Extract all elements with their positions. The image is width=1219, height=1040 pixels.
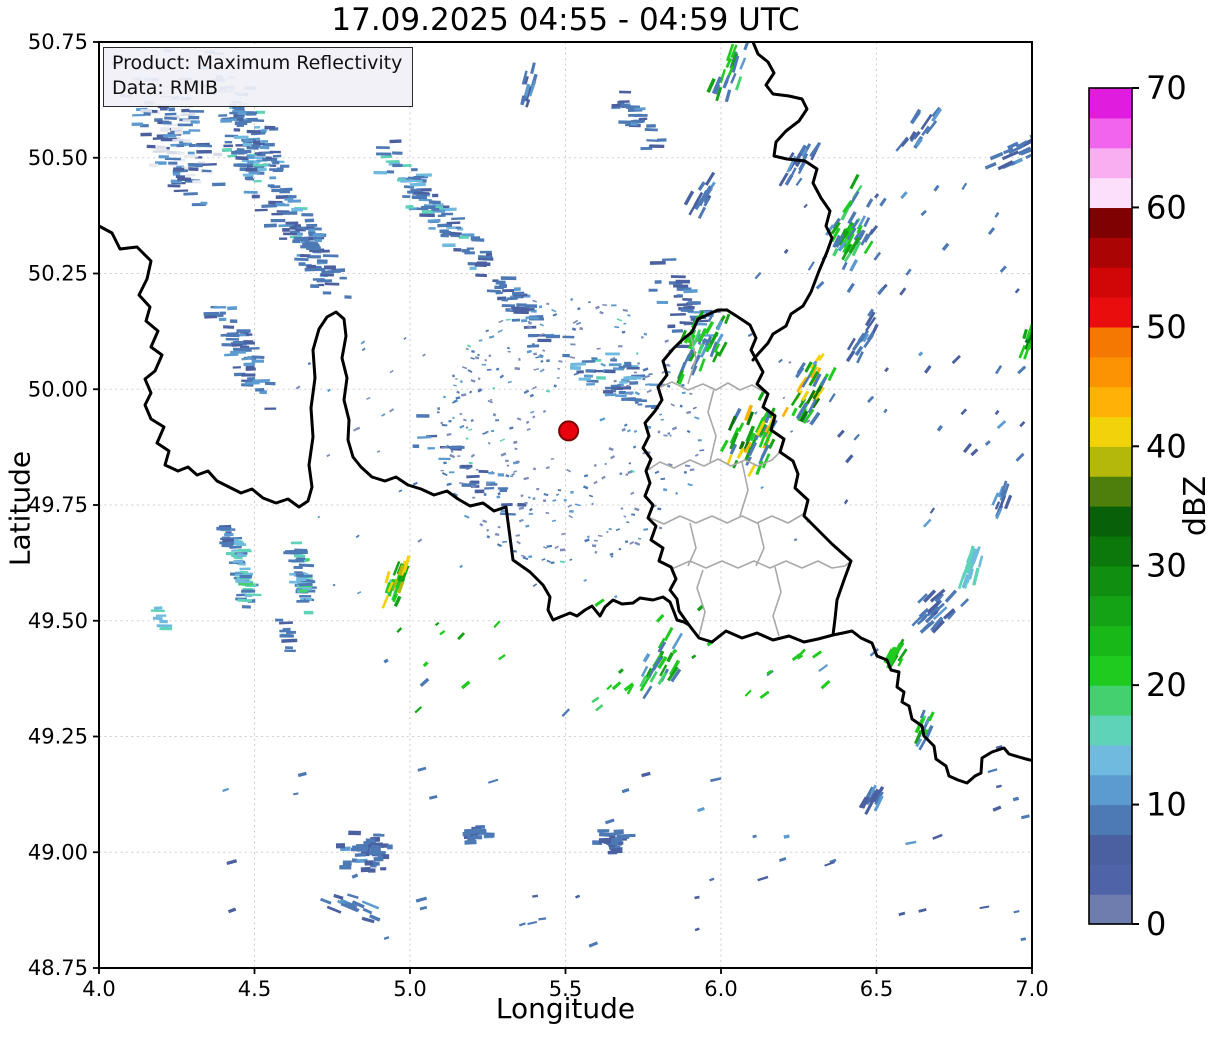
region-borders (645, 332, 852, 637)
chart-title: 17.09.2025 04:55 - 04:59 UTC (331, 2, 800, 38)
info-box-source: Data: RMIB (112, 77, 219, 100)
y-tick-label: 50.50 (28, 146, 88, 170)
y-tick-label: 50.00 (28, 377, 88, 401)
y-axis-label: Latitude (3, 450, 37, 567)
x-tick-label: 6.0 (704, 977, 737, 1001)
x-tick-label: 4.5 (238, 977, 271, 1001)
border-belgium-germany (751, 42, 834, 362)
radar-echo-layer (111, 42, 1032, 948)
colorbar-outline (1088, 87, 1133, 925)
x-axis: 4.0 4.5 5.0 5.5 6.0 6.5 7.0 (82, 968, 1049, 1001)
y-tick-label: 49.00 (28, 840, 88, 864)
colorbar: 0 10 20 30 40 50 60 70 dBZ (1088, 69, 1213, 943)
colorbar-tick-label: 50 (1146, 308, 1187, 346)
border-luxembourg (641, 308, 853, 644)
colorbar-tick-label: 70 (1146, 69, 1187, 107)
border-france-germany (831, 629, 1032, 785)
x-tick-label: 4.0 (82, 977, 115, 1001)
country-borders (99, 42, 1032, 785)
y-tick-label: 49.75 (28, 493, 88, 517)
plot-frame (98, 41, 1033, 969)
y-tick-label: 49.50 (28, 609, 88, 633)
colorbar-tick-label: 0 (1146, 905, 1166, 943)
x-tick-label: 5.5 (549, 977, 582, 1001)
gridlines (98, 41, 1033, 969)
info-box-product: Product: Maximum Reflectivity (112, 52, 403, 74)
y-tick-label: 50.25 (28, 262, 88, 286)
x-tick-label: 5.0 (393, 977, 426, 1001)
colorbar-tick-label: 10 (1146, 786, 1187, 824)
y-axis: 48.75 49.00 49.25 49.50 49.75 50.00 50.25 50.50… (28, 30, 99, 980)
colorbar-tick-label: 20 (1146, 666, 1187, 704)
colorbar-tick-label: 60 (1146, 188, 1187, 226)
info-box: Product: Maximum Reflectivity Data: RMIB (103, 47, 414, 108)
x-axis-label: Longitude (495, 992, 636, 1025)
colorbar-label: dBZ (1178, 476, 1213, 536)
colorbar-tick-label: 30 (1146, 547, 1187, 585)
x-tick-label: 6.5 (860, 977, 893, 1001)
map-borders (99, 42, 1032, 785)
border-france-belgium (99, 224, 691, 627)
y-tick-label: 50.75 (28, 30, 88, 54)
radar-site-marker (558, 420, 580, 442)
y-tick-label: 48.75 (28, 956, 88, 980)
x-tick-label: 7.0 (1015, 977, 1048, 1001)
colorbar-tick-label: 40 (1146, 427, 1187, 465)
y-tick-label: 49.25 (28, 725, 88, 749)
